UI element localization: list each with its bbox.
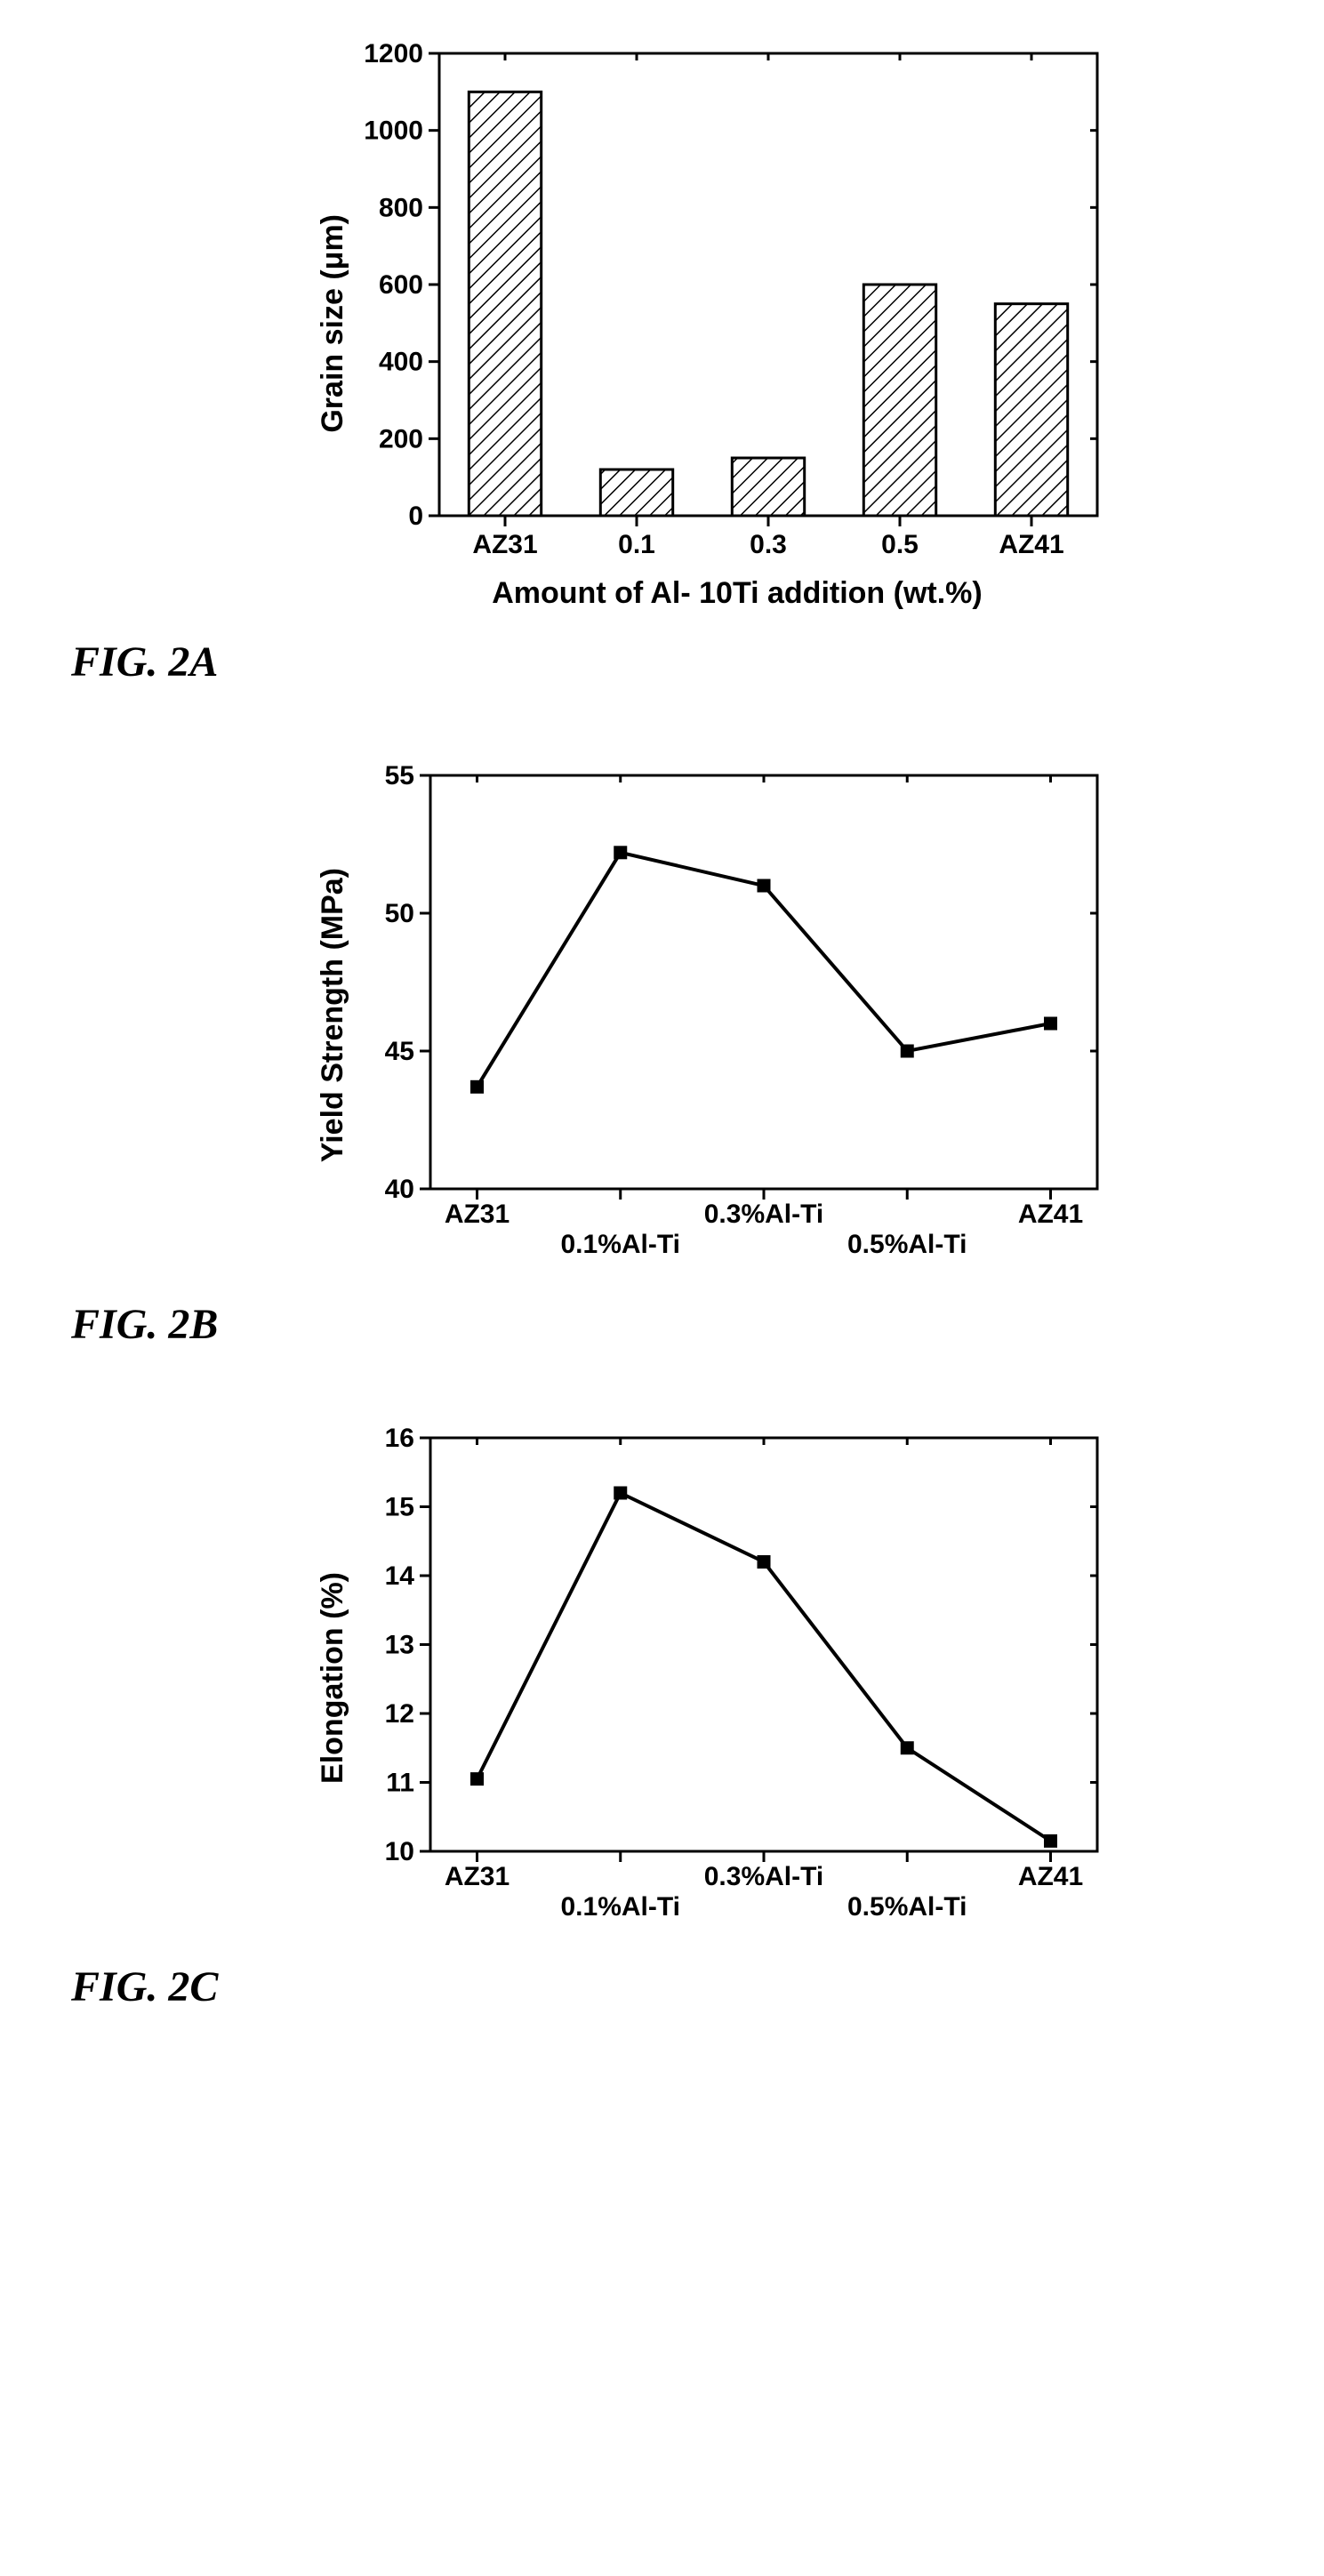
svg-text:12: 12: [385, 1699, 414, 1729]
chart-2a-plotcol: 0 200 400 600 800 1000 1200 AZ31 0.1 0.3 0.5 AZ41 A…: [359, 36, 1115, 611]
chart-2b-ylabel: Yield Strength (MPa): [316, 868, 350, 1162]
svg-text:0.3%Al-Ti: 0.3%Al-Ti: [704, 1862, 824, 1891]
svg-text:AZ31: AZ31: [445, 1200, 510, 1229]
svg-text:11: 11: [386, 1769, 414, 1798]
svg-text:55: 55: [385, 761, 414, 790]
svg-text:AZ41: AZ41: [1018, 1200, 1083, 1229]
chart-2b-wrap: Yield Strength (MPa) 40 45 50 55 AZ31 0.1%Al-…: [142, 758, 1288, 1273]
figure-2c: Elongation (%) 10 11 12 13 14 15 16 AZ31 0.1%Al-…: [36, 1420, 1288, 2011]
svg-text:1200: 1200: [364, 39, 423, 68]
svg-text:0.3%Al-Ti: 0.3%Al-Ti: [704, 1200, 824, 1229]
chart-2b-plotcol: 40 45 50 55 AZ31 0.1%Al-Ti 0.3%Al-Ti 0.5%Al-Ti A…: [359, 758, 1115, 1273]
svg-text:10: 10: [385, 1837, 414, 1866]
bar: [995, 304, 1067, 516]
svg-text:400: 400: [379, 348, 423, 377]
svg-text:14: 14: [385, 1561, 415, 1591]
chart-2c-svg: 10 11 12 13 14 15 16 AZ31 0.1%Al-Ti 0.3%Al-Ti 0.5%…: [359, 1420, 1115, 1936]
svg-text:0.1%Al-Ti: 0.1%Al-Ti: [561, 1892, 681, 1922]
svg-text:45: 45: [385, 1037, 414, 1066]
svg-text:800: 800: [379, 193, 423, 222]
data-marker: [614, 847, 627, 859]
svg-text:AZ41: AZ41: [1018, 1862, 1083, 1891]
svg-text:0.1%Al-Ti: 0.1%Al-Ti: [561, 1230, 681, 1259]
svg-text:0.5%Al-Ti: 0.5%Al-Ti: [847, 1892, 967, 1922]
svg-text:16: 16: [385, 1424, 414, 1453]
svg-text:600: 600: [379, 270, 423, 300]
bar: [863, 285, 935, 516]
caption-2b: FIG. 2B: [71, 1300, 1288, 1349]
bar: [732, 458, 804, 516]
svg-text:0: 0: [408, 502, 423, 531]
svg-text:0.5: 0.5: [881, 530, 919, 559]
chart-2a-svg: 0 200 400 600 800 1000 1200 AZ31 0.1 0.3 0.5 AZ41: [359, 36, 1115, 569]
data-marker: [758, 1556, 770, 1569]
data-marker: [901, 1045, 913, 1057]
svg-text:AZ41: AZ41: [999, 530, 1063, 559]
data-marker: [901, 1742, 913, 1754]
data-marker: [471, 1080, 484, 1093]
chart-2a-wrap: Grain size (μm) 0 200 400 600 800 1000 1200 AZ3…: [142, 36, 1288, 611]
data-marker: [1045, 1834, 1057, 1847]
chart-2b-svg: 40 45 50 55 AZ31 0.1%Al-Ti 0.3%Al-Ti 0.5%Al-Ti A…: [359, 758, 1115, 1273]
svg-text:0.3: 0.3: [750, 530, 787, 559]
figure-2a: Grain size (μm) 0 200 400 600 800 1000 1200 AZ3…: [36, 36, 1288, 686]
svg-text:15: 15: [385, 1493, 414, 1522]
bar: [600, 469, 672, 516]
data-marker: [614, 1487, 627, 1499]
svg-text:40: 40: [385, 1175, 414, 1204]
svg-text:0.1: 0.1: [618, 530, 655, 559]
figure-2b: Yield Strength (MPa) 40 45 50 55 AZ31 0.1%Al-…: [36, 758, 1288, 1349]
svg-text:0.5%Al-Ti: 0.5%Al-Ti: [847, 1230, 967, 1259]
svg-text:AZ31: AZ31: [445, 1862, 510, 1891]
chart-2a-ylabel: Grain size (μm): [316, 214, 350, 433]
chart-2c-wrap: Elongation (%) 10 11 12 13 14 15 16 AZ31 0.1%Al-…: [142, 1420, 1288, 1936]
svg-text:50: 50: [385, 899, 414, 928]
svg-text:13: 13: [385, 1631, 414, 1660]
data-marker: [1045, 1017, 1057, 1030]
data-marker: [758, 879, 770, 892]
data-marker: [471, 1773, 484, 1786]
svg-text:AZ31: AZ31: [472, 530, 537, 559]
svg-text:200: 200: [379, 424, 423, 453]
svg-text:1000: 1000: [364, 116, 423, 146]
data-line: [477, 1493, 1051, 1841]
chart-2c-plotcol: 10 11 12 13 14 15 16 AZ31 0.1%Al-Ti 0.3%Al-Ti 0.5%…: [359, 1420, 1115, 1936]
chart-2a-xlabel: Amount of Al- 10Ti addition (wt.%): [492, 576, 983, 611]
caption-2c: FIG. 2C: [71, 1962, 1288, 2011]
bar: [469, 92, 541, 516]
caption-2a: FIG. 2A: [71, 638, 1288, 686]
chart-2c-ylabel: Elongation (%): [316, 1572, 350, 1784]
